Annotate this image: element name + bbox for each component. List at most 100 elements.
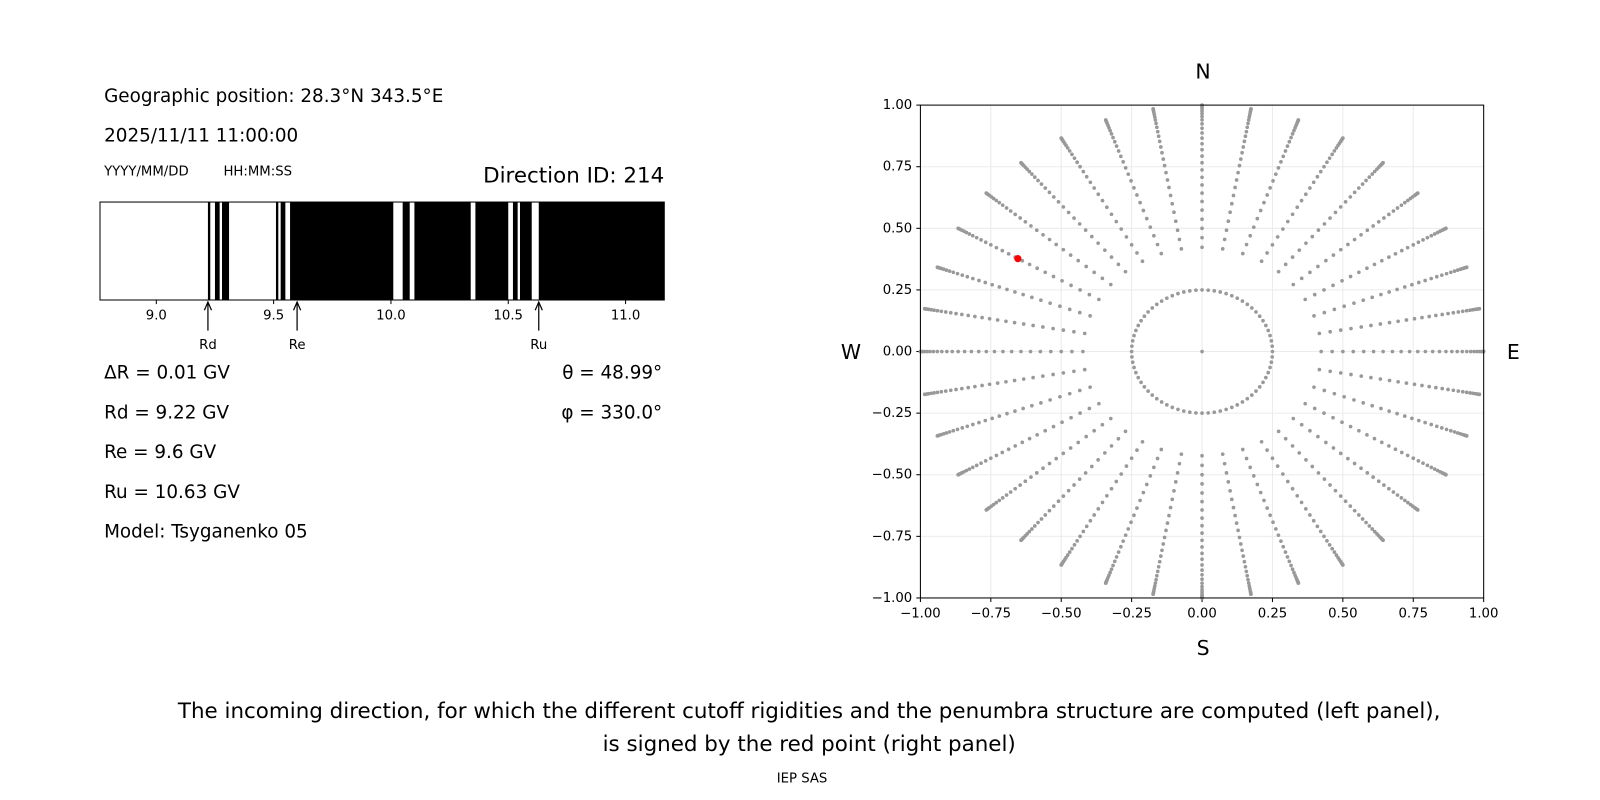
direction-point [1285, 479, 1290, 484]
center-point [1200, 349, 1204, 354]
direction-point [1356, 186, 1361, 190]
direction-point [1369, 323, 1373, 328]
direction-point [1243, 564, 1248, 569]
direction-point [1340, 420, 1344, 425]
direction-point [1259, 439, 1264, 444]
direction-point [1061, 494, 1066, 498]
direction-point [1069, 415, 1073, 420]
direction-point [1361, 401, 1366, 405]
direction-point [1429, 276, 1434, 281]
direction-point [1290, 212, 1295, 217]
direction-point [1200, 160, 1204, 165]
direction-point [1200, 581, 1204, 586]
direction-point [1061, 328, 1066, 332]
direction-point [1275, 464, 1280, 468]
direction-point [1348, 274, 1353, 279]
delta-r: ΔR = 0.01 GV [104, 362, 230, 383]
direction-point [1077, 477, 1082, 481]
x-tick-label: −0.25 [1111, 606, 1152, 621]
direction-point [1088, 314, 1092, 318]
direction-point [1051, 326, 1055, 331]
direction-point [1348, 195, 1353, 199]
direction-point [1265, 251, 1269, 255]
direction-point [1254, 389, 1258, 393]
direction-point [980, 383, 984, 388]
direction-point [1404, 381, 1409, 385]
direction-point [1464, 265, 1469, 270]
direction-point [1346, 456, 1350, 461]
direction-point [925, 349, 930, 354]
direction-point [1105, 205, 1109, 210]
direction-point [1281, 154, 1286, 159]
direction-point [1311, 180, 1316, 185]
direction-point [1092, 186, 1097, 190]
direction-point [1229, 293, 1234, 298]
direction-point [1349, 326, 1353, 331]
direction-point [1121, 539, 1125, 544]
direction-point [1249, 306, 1254, 310]
direction-point [1371, 475, 1375, 479]
allowed-band [409, 202, 415, 300]
direction-point [1346, 242, 1350, 247]
direction-point [1299, 276, 1304, 281]
direction-point [1238, 157, 1243, 161]
direction-point [1333, 488, 1338, 493]
direction-point [1032, 524, 1037, 528]
direction-point [1229, 201, 1234, 206]
direction-point [1246, 121, 1250, 126]
direction-point [1472, 349, 1476, 354]
arrow-head [534, 300, 543, 311]
direction-point [1255, 216, 1260, 221]
direction-point [1224, 291, 1228, 296]
direction-point [1200, 499, 1204, 504]
direction-point [1200, 545, 1204, 549]
direction-point [1157, 559, 1162, 564]
direction-point [1429, 422, 1434, 427]
direction-point [1078, 534, 1082, 539]
direction-point [1464, 349, 1469, 354]
direction-point [1200, 245, 1204, 250]
geo-position: Geographic position: 28.3°N 343.5°E [104, 86, 443, 107]
direction-point [1129, 349, 1134, 354]
direction-point [1381, 160, 1385, 165]
direction-point [1067, 149, 1072, 153]
direction-point [1082, 367, 1087, 372]
direction-point [1352, 190, 1357, 195]
compass-south: S [1197, 636, 1210, 660]
direction-point [976, 349, 981, 354]
direction-point [994, 245, 999, 250]
direction-point [1039, 182, 1044, 186]
direction-point [1088, 518, 1093, 523]
direction-point [1393, 251, 1398, 256]
direction-point [1153, 581, 1158, 585]
direction-point [1100, 198, 1105, 203]
direction-point [1235, 296, 1240, 301]
direction-point [1446, 387, 1450, 392]
direction-point [994, 198, 999, 203]
direction-point [1096, 458, 1100, 462]
direction-point [1032, 175, 1037, 179]
direction-point [1179, 452, 1184, 457]
time-format: HH:MM:SS [223, 164, 292, 179]
direction-point [997, 285, 1002, 289]
direction-point [960, 312, 964, 317]
direction-point [1111, 563, 1115, 568]
direction-point [1029, 475, 1033, 479]
direction-point [1387, 320, 1392, 325]
direction-point [1018, 216, 1023, 220]
direction-point [1165, 296, 1169, 301]
direction-point [1240, 150, 1244, 155]
direction-point [1212, 289, 1217, 293]
direction-point [1200, 141, 1204, 146]
allowed-band [100, 202, 208, 300]
direction-point [1047, 237, 1052, 242]
direction-point [1415, 508, 1420, 512]
direction-point [1342, 304, 1346, 309]
direction-point [1047, 190, 1052, 195]
direction-point [1372, 262, 1377, 267]
direction-point [1338, 494, 1343, 498]
direction-point [1440, 312, 1445, 317]
direction-point [1158, 145, 1163, 149]
direction-point [1087, 406, 1092, 411]
direction-point [1100, 500, 1105, 505]
